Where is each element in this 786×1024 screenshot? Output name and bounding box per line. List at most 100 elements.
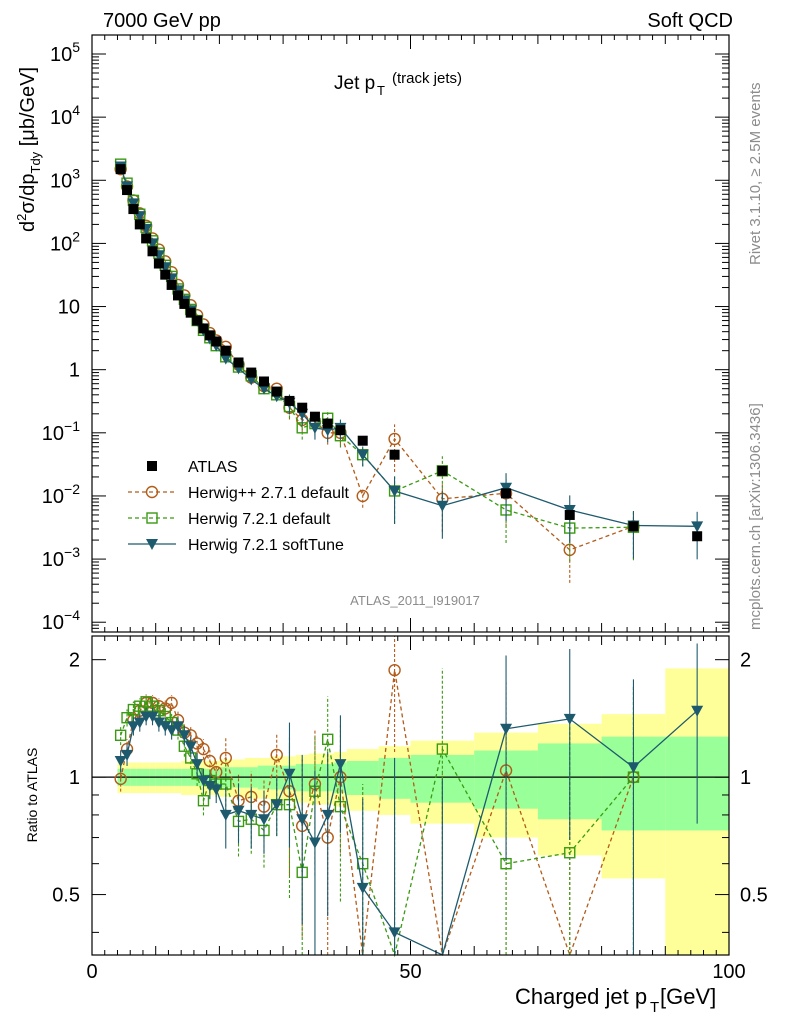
ratio-point — [257, 814, 270, 826]
legend-marker — [146, 512, 158, 524]
ratio-point — [388, 927, 401, 939]
ratio-ylabel: Ratio to ATLAS — [24, 748, 40, 843]
data-point — [153, 258, 164, 269]
y-tick-label: 104 — [50, 102, 80, 129]
data-point — [134, 219, 145, 230]
ratio-y-tick-label-right: 0.5 — [740, 885, 768, 907]
ratio-point — [114, 729, 127, 741]
y-tick-label: 102 — [50, 228, 80, 255]
title-sub: T — [377, 83, 385, 98]
analysis-label: ATLAS_2011_I919017 — [350, 593, 480, 608]
y-tick-base: 10 — [42, 612, 64, 634]
ylabel-2: 2 — [14, 214, 29, 221]
ratio-point — [178, 730, 191, 742]
data-point — [220, 345, 231, 356]
ratio-y-tick-label: 2 — [69, 650, 80, 672]
data-point — [219, 353, 232, 365]
main-title: Jet p T (track jets) — [334, 70, 462, 98]
data-point — [127, 198, 140, 210]
title-extra: (track jets) — [392, 70, 462, 87]
y-tick-base: 10 — [58, 297, 80, 319]
y-tick-exp: −1 — [64, 418, 80, 434]
title-main: Jet p — [334, 73, 375, 94]
y-tick-base: 1 — [69, 360, 80, 382]
mcplots-label: mcplots.cern.ch [arXiv:1306.3436] — [747, 403, 764, 630]
data-point — [185, 307, 196, 318]
ratio-point — [203, 754, 217, 768]
legend-marker — [146, 539, 158, 550]
y-tick-base: 10 — [42, 549, 64, 571]
svg-text:d2σ/dpTdy [μb/GeV]: d2σ/dpTdy [μb/GeV] — [14, 67, 43, 232]
data-point — [284, 395, 295, 406]
x-tick-label: 100 — [712, 961, 745, 983]
rivet-label: Rivet 3.1.10, ≥ 2.5M events — [747, 83, 764, 266]
ratio-point — [210, 784, 223, 796]
ratio-point — [321, 733, 334, 746]
ratio-point — [197, 742, 210, 756]
ratio-point — [191, 759, 204, 771]
ratio-y-tick-label: 0.5 — [52, 885, 80, 907]
data-point — [172, 290, 183, 301]
ratio-point — [184, 741, 197, 753]
legend-marker — [147, 461, 157, 471]
header-right: Soft QCD — [647, 10, 733, 32]
legend-entry: Herwig 7.2.1 default — [128, 511, 331, 528]
ratio-point — [219, 751, 232, 765]
data-point — [271, 386, 282, 397]
data-point — [147, 246, 158, 257]
ratio-point — [114, 772, 127, 786]
ratio-point — [691, 705, 704, 717]
ratio-point — [563, 713, 576, 725]
data-point — [322, 418, 333, 429]
legend-entry: ATLAS — [147, 459, 238, 476]
y-tick-exp: 2 — [72, 228, 80, 244]
xlabel-sub: T — [650, 999, 659, 1016]
data-point — [258, 376, 269, 387]
data-point — [198, 323, 209, 334]
y-tick-label: 1 — [69, 360, 80, 382]
data-point — [204, 330, 215, 341]
y-tick-label: 105 — [50, 39, 80, 66]
y-tick-base: 10 — [50, 44, 72, 66]
data-point — [357, 435, 368, 446]
ratio-point — [436, 743, 449, 755]
y-tick-exp: −4 — [64, 607, 80, 623]
ratio-point — [232, 805, 245, 817]
data-point — [388, 485, 401, 497]
data-point — [166, 279, 177, 290]
ratio-line — [120, 670, 635, 957]
legend-entry: Herwig++ 2.7.1 default — [128, 485, 350, 502]
legend-label: Herwig++ 2.7.1 default — [188, 485, 350, 502]
y-tick-label: 10−4 — [42, 607, 80, 634]
data-point — [356, 489, 369, 503]
ratio-point — [171, 721, 184, 733]
legend-marker — [145, 485, 159, 499]
data-point — [308, 422, 321, 434]
ratio-point — [283, 768, 296, 780]
y-tick-base: 10 — [42, 423, 64, 445]
y-tick-label: 10−1 — [42, 418, 80, 445]
ratio-point — [152, 717, 165, 729]
ratio-point — [114, 755, 127, 767]
ratio-y-tick-label: 1 — [69, 767, 80, 789]
data-point — [297, 402, 308, 413]
ylabel-unit: [μb/GeV] — [17, 67, 39, 152]
data-point — [628, 521, 639, 532]
data-point — [335, 425, 346, 436]
ratio-y-tick-label-right: 1 — [740, 767, 751, 789]
data-point — [564, 509, 575, 520]
y-tick-base: 10 — [50, 170, 72, 192]
ratio-point — [127, 721, 140, 733]
y-tick-label: 10 — [58, 297, 80, 319]
ratio-point — [165, 696, 178, 710]
main-ylabel: d2σ/dpTdy [μb/GeV] — [14, 67, 43, 232]
ratio-point — [564, 847, 576, 859]
ratio-point — [159, 721, 172, 733]
ylabel-d: d — [17, 221, 39, 232]
x-tick-label: 0 — [86, 961, 97, 983]
data-point — [437, 465, 448, 476]
data-point — [122, 185, 133, 196]
y-tick-label: 10−2 — [42, 481, 80, 508]
ylabel-sigma: σ/dp — [17, 173, 39, 213]
y-tick-label: 10−3 — [42, 544, 80, 571]
